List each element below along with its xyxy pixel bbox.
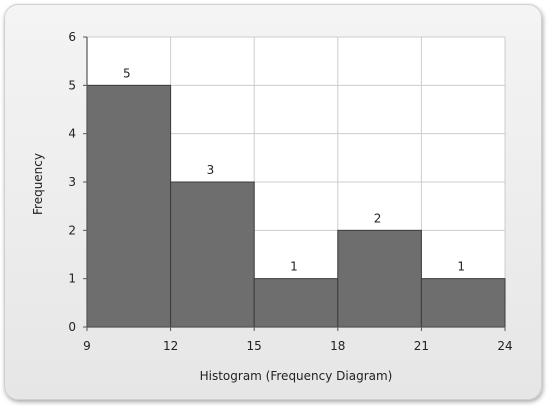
data-label-4: 1 [457, 260, 465, 274]
histogram-bar-0 [86, 84, 172, 328]
histogram-bar-3 [337, 229, 422, 328]
x-tick-label-1: 12 [163, 339, 178, 353]
y-tick-labels: 0 1 2 3 4 5 6 [68, 30, 76, 334]
x-tick-labels: 9 12 15 18 21 24 [83, 339, 512, 353]
y-tick-label-3: 3 [68, 175, 76, 189]
y-tick-label-0: 0 [68, 320, 76, 334]
y-tick-label-1: 1 [68, 272, 76, 286]
data-label-0: 5 [123, 66, 131, 80]
x-tick-label-4: 21 [414, 339, 429, 353]
y-tick-label-5: 5 [68, 78, 76, 92]
y-axis-title: Frequency [31, 153, 45, 215]
x-tick-label-2: 15 [247, 339, 262, 353]
data-label-3: 2 [374, 211, 382, 225]
x-tick-label-0: 9 [83, 339, 91, 353]
histogram-bar-1 [170, 181, 255, 328]
x-tick-label-3: 18 [330, 339, 345, 353]
x-tick-label-5: 24 [497, 339, 512, 353]
axes [83, 36, 506, 331]
data-label-2: 1 [290, 260, 298, 274]
bars [86, 84, 506, 328]
y-tick-label-6: 6 [68, 30, 76, 44]
data-label-1: 3 [207, 163, 215, 177]
histogram-bar-2 [253, 278, 339, 328]
histogram-bar-4 [420, 278, 506, 328]
y-tick-label-4: 4 [68, 127, 76, 141]
x-axis-title: Histogram (Frequency Diagram) [200, 369, 393, 383]
data-labels: 5 3 1 2 1 [123, 66, 465, 273]
y-tick-label-2: 2 [68, 223, 76, 237]
